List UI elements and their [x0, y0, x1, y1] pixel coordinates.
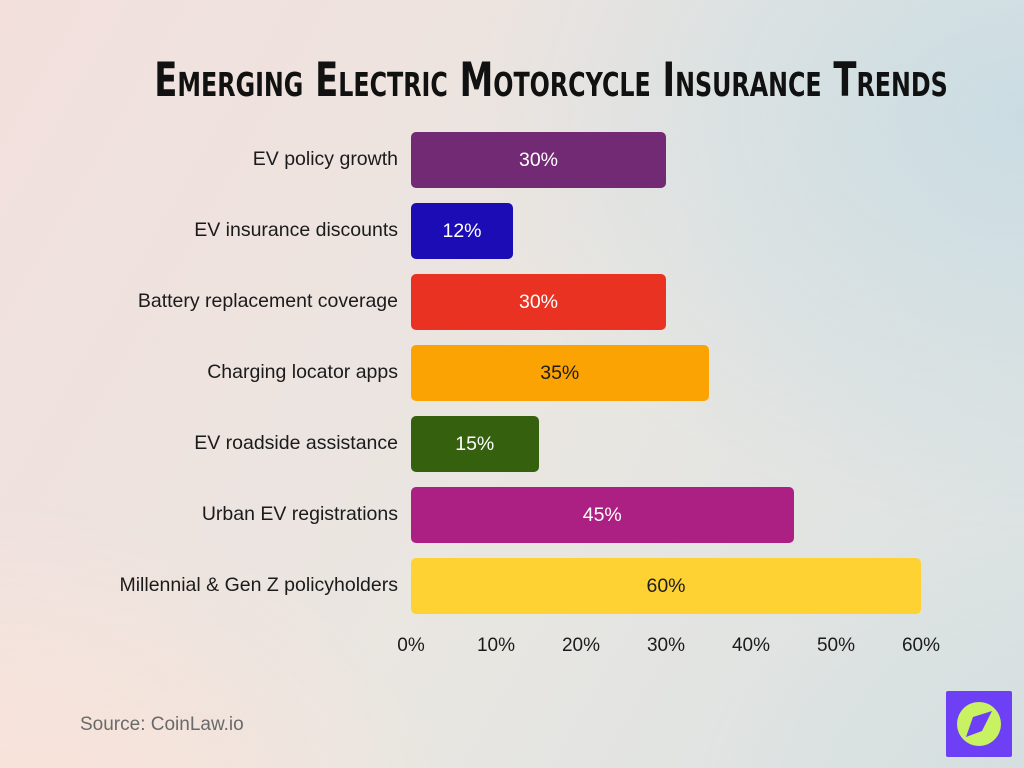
category-label: Urban EV registrations — [201, 503, 398, 526]
chart-row: EV insurance discounts 12% — [68, 203, 920, 259]
bar: 30% — [411, 274, 666, 330]
value-label: 30% — [518, 148, 559, 171]
chart-row: Battery replacement coverage 30% — [68, 274, 920, 330]
bar-track: 12% — [411, 203, 921, 259]
bar-track: 30% — [411, 132, 921, 188]
bar: 45% — [411, 487, 794, 543]
value-label: 30% — [518, 290, 559, 313]
x-axis-ticks: 0% 10% 20% 30% 40% 50% 60% — [397, 629, 940, 659]
bar-track: 15% — [411, 416, 921, 472]
bar-chart: EV policy growth 30% EV insurance discou… — [68, 132, 940, 659]
category-label: EV roadside assistance — [194, 432, 398, 455]
value-label: 60% — [646, 574, 686, 597]
chart-row: EV policy growth 30% — [68, 132, 920, 188]
bar: 12% — [411, 203, 513, 259]
x-tick-label: 10% — [476, 635, 516, 656]
value-label: 45% — [582, 503, 622, 526]
category-label: EV policy growth — [252, 148, 398, 171]
bar-track: 30% — [411, 274, 921, 330]
bar-track: 60% — [411, 558, 921, 614]
bar: 15% — [411, 416, 539, 472]
chart-row: Urban EV registrations 45% — [68, 487, 920, 543]
category-label: Battery replacement coverage — [137, 290, 398, 313]
value-label: 15% — [455, 432, 495, 455]
value-label: 12% — [442, 219, 482, 242]
bar-track: 35% — [411, 345, 921, 401]
x-tick-label: 0% — [397, 635, 425, 656]
coinlaw-compass-logo-icon — [946, 691, 1012, 757]
x-tick-label: 50% — [816, 635, 856, 656]
chart-row: EV roadside assistance 15% — [68, 416, 920, 472]
category-label: Millennial & Gen Z policyholders — [119, 574, 398, 597]
chart-row: Millennial & Gen Z policyholders 60% — [68, 558, 921, 614]
source-attribution: Source: CoinLaw.io — [80, 714, 244, 735]
x-tick-label: 30% — [646, 635, 686, 656]
value-label: 35% — [540, 361, 580, 384]
x-axis: 0% 10% 20% 30% 40% 50% 60% — [68, 629, 940, 659]
x-tick-label: 60% — [901, 635, 941, 656]
bar-track: 45% — [411, 487, 921, 543]
chart-title: Emerging Electric Motorcycle Insurance T… — [154, 53, 948, 109]
bar: 30% — [411, 132, 666, 188]
bar: 35% — [411, 345, 709, 401]
category-label: EV insurance discounts — [194, 219, 398, 242]
chart-row: Charging locator apps 35% — [68, 345, 920, 401]
bar: 60% — [411, 558, 921, 614]
category-label: Charging locator apps — [207, 361, 398, 384]
x-tick-label: 40% — [731, 635, 771, 656]
x-tick-label: 20% — [561, 635, 601, 656]
title-container: Emerging Electric Motorcycle Insurance T… — [0, 24, 1024, 139]
